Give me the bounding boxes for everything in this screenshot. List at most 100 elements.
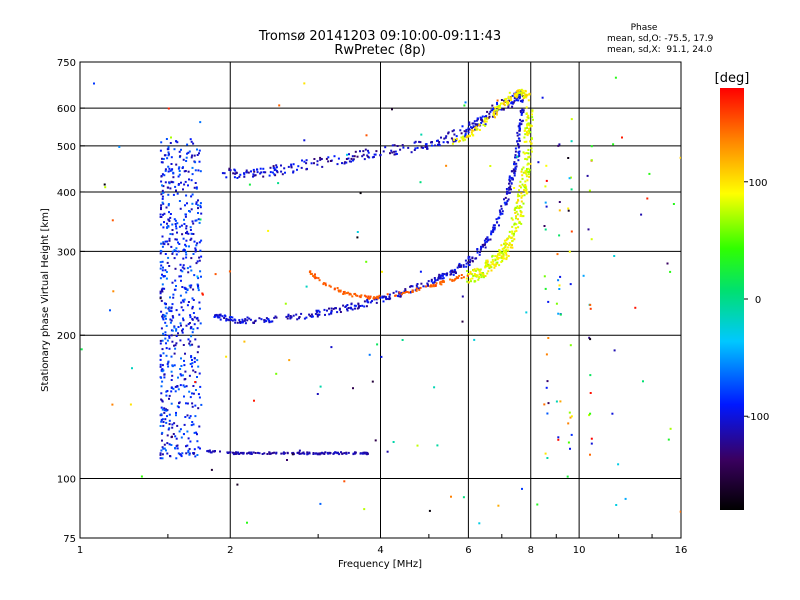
o-lower-point [231, 316, 234, 319]
spread-point [164, 169, 167, 172]
es-track-point [275, 451, 278, 454]
o-upper-point [243, 172, 245, 175]
o-upper-point [490, 109, 493, 112]
o-upper-point [485, 115, 488, 118]
spread-point [175, 253, 178, 256]
o-lower-point [498, 224, 500, 227]
spread-point [161, 453, 164, 456]
orange-arc-point [425, 285, 428, 288]
o-upper-point [491, 107, 494, 110]
spread-point [188, 452, 191, 455]
o-lower-point [499, 213, 502, 216]
spread-point [178, 275, 181, 278]
o-lower-point [441, 274, 444, 277]
spread-point [161, 431, 164, 434]
o-lower-point [437, 275, 440, 278]
spread-point [175, 329, 178, 332]
x-lower-point [516, 213, 519, 216]
spread-point [182, 328, 184, 331]
spread-point [180, 436, 183, 439]
spread-point [200, 212, 203, 215]
o-lower-point [475, 257, 478, 260]
spread-point [165, 271, 168, 273]
o-lower-point [221, 315, 224, 318]
o-lower-point [409, 291, 412, 294]
spread-point [184, 215, 187, 218]
es-track-point [347, 451, 350, 454]
o-lower-point [456, 266, 459, 269]
orange-arc-point [366, 297, 369, 299]
o-lower-point [468, 261, 471, 264]
spread-point [181, 270, 184, 273]
noise-point [371, 380, 374, 383]
x-lower-point [500, 256, 503, 259]
o-upper-point [481, 119, 483, 122]
o-lower-point [479, 248, 482, 251]
o-lower-point [513, 163, 515, 165]
x-lower-point [476, 267, 479, 270]
o-upper-point [325, 157, 328, 160]
spread-point [159, 267, 162, 270]
noise-point [464, 101, 467, 104]
x-lower-point [500, 255, 503, 258]
spread-point [168, 265, 171, 267]
o-upper-point [472, 125, 475, 128]
orange-arc-point [365, 295, 368, 298]
o-lower-point [223, 314, 226, 317]
spread-point [186, 402, 189, 405]
noise-point [590, 238, 593, 241]
noise-point [450, 495, 452, 498]
x-lower-point [496, 255, 499, 258]
o-lower-point [268, 321, 271, 324]
o-lower-point [336, 311, 339, 314]
orange-arc-point [315, 276, 318, 279]
es-track-point [359, 452, 362, 455]
spread-point [159, 365, 162, 368]
o-upper-point [473, 120, 476, 123]
spread-point [178, 243, 181, 245]
noise-point [243, 340, 246, 343]
o-lower-point [452, 273, 455, 276]
o-upper-point [486, 110, 489, 113]
spread-point [182, 319, 185, 322]
spread-point [194, 250, 197, 253]
spread-point [162, 185, 165, 188]
x-lower-point [513, 230, 516, 233]
orange-arc-point [347, 291, 350, 294]
spread-point [163, 407, 166, 410]
spread-point [166, 261, 169, 264]
o-lower-point [518, 122, 521, 125]
spread-point [184, 251, 187, 254]
spread-point [191, 193, 194, 196]
spread-point [185, 245, 188, 248]
o-lower-point [441, 272, 444, 275]
o-upper-point [354, 150, 357, 153]
o-upper-point [399, 148, 402, 151]
noise-point [666, 262, 669, 265]
o-lower-point [498, 209, 501, 212]
spread-point [197, 407, 200, 410]
spread-point [187, 449, 190, 452]
o-lower-point [404, 288, 407, 291]
spread-point [185, 256, 188, 259]
spread-point [161, 348, 164, 351]
orange-arc-point [339, 289, 342, 292]
o-lower-point [248, 317, 251, 320]
spread-point [159, 213, 162, 216]
o-lower-point [265, 317, 268, 320]
spread-point [173, 344, 175, 347]
spread-point [172, 433, 175, 435]
spread-point [165, 354, 168, 357]
noise-point [363, 508, 366, 511]
spread-point [171, 250, 174, 253]
o-lower-point [471, 257, 474, 259]
spread-point [174, 390, 177, 393]
o-upper-point [419, 141, 422, 144]
spread-point [161, 195, 164, 198]
orange-arc-point [324, 282, 327, 285]
x-lower-point [493, 264, 496, 267]
spread-point [175, 328, 178, 331]
x-lower-point [491, 254, 494, 257]
x-lower-point [488, 264, 491, 267]
